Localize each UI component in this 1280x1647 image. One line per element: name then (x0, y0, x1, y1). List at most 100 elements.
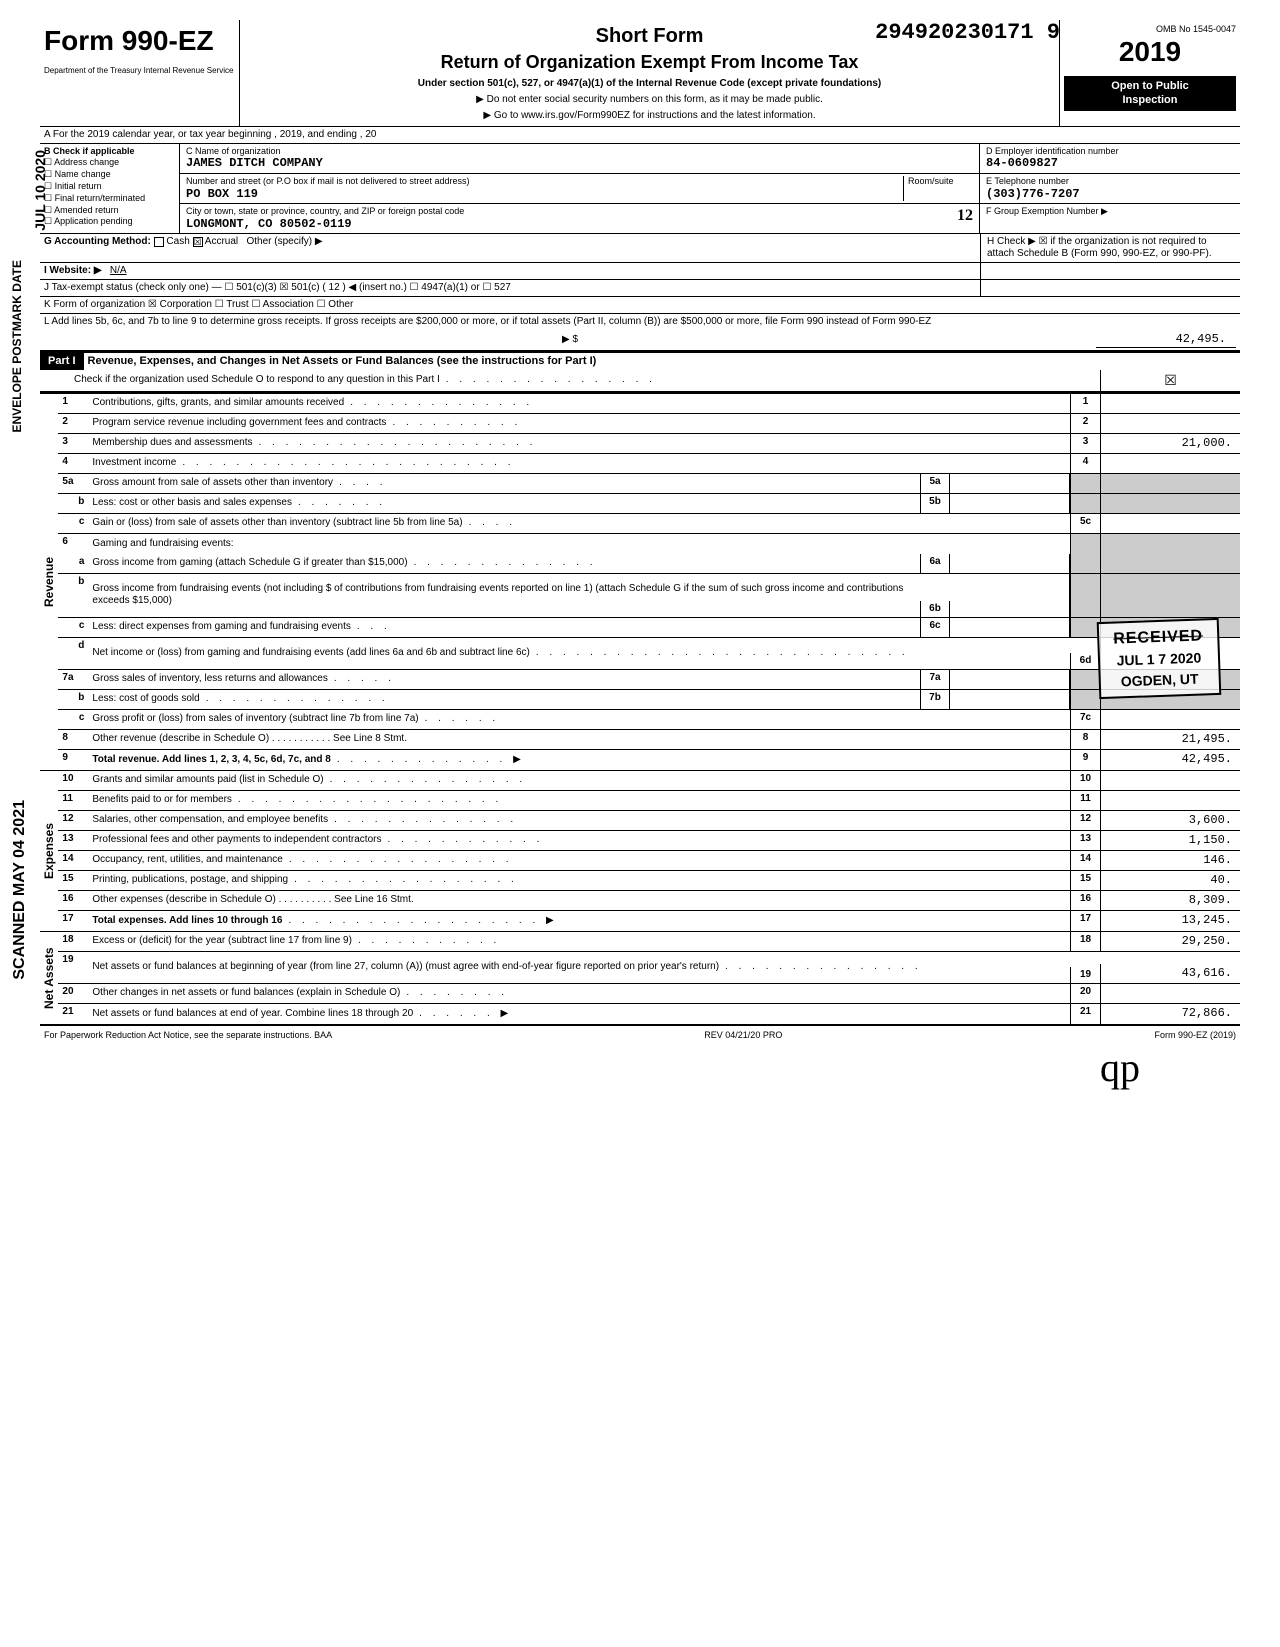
line-8-val: 21,495. (1100, 730, 1240, 749)
line-14-val: 146. (1100, 851, 1240, 870)
chk-amended[interactable]: ☐ Amended return (44, 205, 175, 216)
row-a: A For the 2019 calendar year, or tax yea… (40, 127, 1240, 144)
dept-label: Department of the Treasury Internal Reve… (44, 66, 235, 76)
line-14-desc: Occupancy, rent, utilities, and maintena… (92, 854, 282, 866)
line-1-desc: Contributions, gifts, grants, and simila… (92, 397, 344, 409)
line-6d-desc: Net income or (loss) from gaming and fun… (92, 647, 529, 659)
line-6a-desc: Gross income from gaming (attach Schedul… (92, 557, 407, 569)
website-val: N/A (110, 265, 127, 276)
room-label: Room/suite (908, 176, 954, 186)
chk-pending[interactable]: ☐ Application pending (44, 216, 175, 227)
line-18-desc: Excess or (deficit) for the year (subtra… (92, 935, 352, 947)
side-scanned: SCANNED MAY 04 2021 (10, 800, 29, 980)
open-public-2: Inspection (1068, 94, 1232, 107)
b-title: B Check if applicable (44, 146, 135, 156)
line-18-val: 29,250. (1100, 932, 1240, 951)
chk-cash[interactable] (154, 237, 164, 247)
line-7a-desc: Gross sales of inventory, less returns a… (92, 673, 327, 685)
f-label: F Group Exemption Number ▶ (986, 206, 1108, 216)
part-i-check: Check if the organization used Schedule … (74, 374, 440, 386)
part-i-label: Part I (40, 353, 84, 370)
d-label: D Employer identification number (986, 146, 1119, 156)
cat-expenses: Expenses (40, 771, 58, 931)
subtitle: Under section 501(c), 527, or 4947(a)(1)… (250, 78, 1049, 90)
open-public-1: Open to Public (1068, 80, 1232, 93)
line-16-val: 8,309. (1100, 891, 1240, 910)
line-2-val (1100, 414, 1240, 433)
footer-mid: REV 04/21/20 PRO (704, 1030, 782, 1041)
chk-accrual[interactable]: ☒ (193, 237, 203, 247)
g-other: Other (specify) ▶ (246, 236, 322, 247)
line-5c-desc: Gain or (loss) from sale of assets other… (92, 517, 462, 529)
part-i-title: Revenue, Expenses, and Changes in Net As… (84, 353, 601, 370)
chk-address[interactable]: ☐ Address change (44, 157, 175, 168)
line-17-val: 13,245. (1100, 911, 1240, 931)
line-15-desc: Printing, publications, postage, and shi… (92, 874, 288, 886)
line-12-val: 3,600. (1100, 811, 1240, 830)
line-2-desc: Program service revenue including govern… (92, 417, 386, 429)
i-label: I Website: ▶ (44, 265, 102, 276)
line-10-desc: Grants and similar amounts paid (list in… (92, 774, 323, 786)
footer-left: For Paperwork Reduction Act Notice, see … (44, 1030, 332, 1041)
g-accrual: Accrual (205, 236, 238, 247)
c-city-label: City or town, state or province, country… (186, 206, 464, 216)
org-info-grid: B Check if applicable ☐ Address change ☐… (40, 144, 1240, 235)
line-3-desc: Membership dues and assessments (92, 437, 252, 449)
cat-netassets: Net Assets (40, 932, 58, 1024)
chk-name[interactable]: ☐ Name change (44, 169, 175, 180)
line-19-desc: Net assets or fund balances at beginning… (92, 961, 719, 973)
ein: 84-0609827 (986, 156, 1058, 170)
line-6b-desc: Gross income from fundraising events (no… (92, 583, 916, 607)
side-envelope: ENVELOPE POSTMARK DATE (10, 260, 24, 432)
handwritten-initial: qp (40, 1044, 1240, 1092)
h-text: H Check ▶ ☒ if the organization is not r… (980, 234, 1240, 262)
cat-revenue: Revenue (40, 394, 58, 770)
chk-initial[interactable]: ☐ Initial return (44, 181, 175, 192)
line-20-desc: Other changes in net assets or fund bala… (92, 987, 400, 999)
line-7b-desc: Less: cost of goods sold (92, 693, 199, 705)
line-17-desc: Total expenses. Add lines 10 through 16 (92, 915, 282, 927)
c-street-label: Number and street (or P.O box if mail is… (186, 176, 469, 186)
g-cash: Cash (166, 236, 189, 247)
stamp-number: 294920230171 9 (875, 20, 1060, 46)
line-5b-desc: Less: cost or other basis and sales expe… (92, 497, 292, 509)
omb-number: OMB No 1545-0047 (1064, 24, 1236, 35)
line-15-val: 40. (1100, 871, 1240, 890)
j-status: J Tax-exempt status (check only one) — ☐… (40, 280, 980, 296)
form-number: Form 990-EZ (44, 24, 235, 58)
e-label: E Telephone number (986, 176, 1069, 186)
line-7c-desc: Gross profit or (loss) from sales of inv… (92, 713, 418, 725)
line-5c-val (1100, 514, 1240, 533)
received-stamp: RECEIVED JUL 1 7 2020 OGDEN, UT (1097, 618, 1221, 699)
handwritten-12: 12 (957, 206, 973, 225)
footer-right: Form 990-EZ (2019) (1154, 1030, 1236, 1041)
line-8-desc: Other revenue (describe in Schedule O) .… (92, 733, 407, 745)
line-5a-desc: Gross amount from sale of assets other t… (92, 477, 333, 489)
line-6-desc: Gaming and fundraising events: (92, 538, 233, 550)
phone: (303)776-7207 (986, 187, 1080, 201)
c-name-label: C Name of organization (186, 146, 281, 156)
line-7c-val (1100, 710, 1240, 729)
org-city: LONGMONT, CO 80502-0119 (186, 217, 352, 231)
line-16-desc: Other expenses (describe in Schedule O) … (92, 894, 413, 906)
org-street: PO BOX 119 (186, 187, 258, 201)
chk-final[interactable]: ☐ Final return/terminated (44, 193, 175, 204)
line-20-val (1100, 984, 1240, 1003)
form-header: 294920230171 9 Form 990-EZ Department of… (40, 20, 1240, 127)
ssn-warning: ▶ Do not enter social security numbers o… (250, 94, 1049, 106)
k-form-org: K Form of organization ☒ Corporation ☐ T… (40, 297, 1240, 314)
return-title: Return of Organization Exempt From Incom… (250, 52, 1049, 74)
line-13-val: 1,150. (1100, 831, 1240, 850)
side-jul: JUL 10 2020 (32, 150, 49, 231)
part-i-checked[interactable]: ☒ (1100, 370, 1240, 391)
line-9-desc: Total revenue. Add lines 1, 2, 3, 4, 5c,… (92, 754, 330, 766)
l-amount: 42,495. (1096, 332, 1236, 347)
goto-link: ▶ Go to www.irs.gov/Form990EZ for instru… (250, 110, 1049, 122)
line-21-val: 72,866. (1100, 1004, 1240, 1024)
l-text: L Add lines 5b, 6c, and 7b to line 9 to … (44, 316, 931, 328)
line-4-desc: Investment income (92, 457, 176, 469)
line-21-desc: Net assets or fund balances at end of ye… (92, 1008, 413, 1020)
tax-year: 2019 (1064, 35, 1236, 69)
line-19-val: 43,616. (1100, 964, 1240, 982)
line-10-val (1100, 771, 1240, 790)
